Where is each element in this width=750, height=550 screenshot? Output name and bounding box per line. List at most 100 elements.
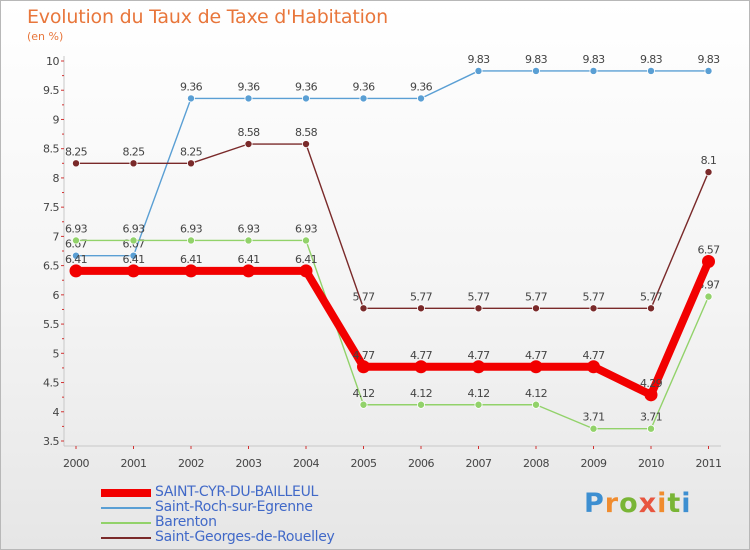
brand-letter: P [584,488,605,519]
data-label: 8.25 [122,145,145,158]
brand-letter: t [667,488,682,519]
data-label: 8.58 [237,126,260,139]
data-point [589,424,598,433]
data-label: 3.71 [640,411,662,424]
data-point [129,251,138,260]
data-point [704,168,713,177]
x-tick-label: 2000 [63,457,89,470]
data-label: 4.29 [640,377,663,390]
data-point [647,66,656,75]
legend-swatch [101,507,151,509]
data-point [72,159,81,168]
brand-logo: Proxiti [584,488,692,519]
x-tick-label: 2004 [293,457,319,470]
data-point [472,360,485,374]
legend-label: Barenton [155,514,217,530]
x-tick-label: 2010 [638,457,664,470]
data-point [184,264,198,278]
data-label: 4.77 [410,349,433,362]
y-tick-label: 8.5 [43,143,59,156]
data-label: 4.77 [582,349,605,362]
series-line [75,239,710,430]
y-tick-label: 4.5 [43,377,59,390]
brand-letter: i [657,488,668,519]
data-label: 9.83 [525,53,548,66]
data-point [474,400,483,409]
data-point [301,94,310,103]
series-saint-roch-sur-egrenne: 6.676.679.369.369.369.369.369.839.839.83… [65,53,721,260]
data-label: 9.36 [237,80,260,93]
data-point [589,304,598,313]
data-label: 6.41 [65,253,87,266]
series-line [75,143,710,309]
data-point [532,66,541,75]
data-point [647,304,656,313]
data-label: 3.71 [582,411,604,424]
data-label: 6.41 [180,253,202,266]
data-point [359,94,368,103]
data-label: 4.12 [525,387,547,400]
data-point [244,236,253,245]
data-label: 5.77 [467,290,490,303]
data-label: 9.83 [640,53,663,66]
series-barenton: 6.93 6.93 6.93 6.93 6.93 4.12 4.12 4.12 4.12 3.71… [65,222,721,433]
data-label: 5.77 [352,290,375,303]
data-point [589,66,598,75]
x-tick-label: 2006 [408,457,434,470]
series-saint-georges-de-rouelley: 8.25 8.25 8.25 8.58 8.58 5.77 5.77 5.77 5.77 5.77… [65,126,717,313]
legend-label: Saint-Georges-de-Rouelley [155,529,335,545]
data-label: 6.93 [65,222,88,235]
data-point [416,94,425,103]
legend-swatch [101,537,151,539]
brand-letter: o [619,488,639,519]
y-tick-label: 9.5 [43,84,59,97]
data-label: 8.25 [65,145,88,158]
legend-swatch [101,489,151,497]
data-point [127,264,140,278]
legend-label: Saint-Roch-sur-Egrenne [155,499,313,515]
data-label: 6.93 [295,222,318,235]
data-point [186,159,195,168]
brand-letter: x [638,488,658,519]
data-point [299,264,313,278]
data-label: 6.93 [237,222,260,235]
data-point [647,424,656,433]
data-point [301,140,310,149]
chart-title: Evolution du Taux de Taxe d'Habitation [27,6,388,28]
data-point [587,360,600,374]
data-label: 6.41 [295,253,317,266]
legend-label: SAINT-CYR-DU-BAILLEUL [155,484,319,500]
data-label: 4.12 [467,387,489,400]
data-point [72,236,81,245]
data-point [704,292,713,301]
data-point [416,304,425,313]
data-point [129,159,138,168]
data-label: 9.36 [180,80,203,93]
y-tick-label: 7 [53,230,60,243]
data-label: 8.58 [295,126,318,139]
data-label: 6.93 [122,222,145,235]
data-label: 5.77 [410,290,433,303]
x-tick-label: 2011 [696,457,722,470]
data-point [129,236,138,245]
data-point [359,400,368,409]
data-label: 6.57 [697,244,720,257]
data-point [244,140,253,149]
series-saint-cyr-du-bailleul: 6.41 6.41 6.41 6.41 6.41 4.77 4.77 4.77 4.77 4.77… [65,244,721,402]
data-label: 4.12 [410,387,432,400]
data-label: 4.12 [352,387,374,400]
x-tick-label: 2001 [121,457,147,470]
data-label: 5.77 [582,290,605,303]
data-point [416,400,425,409]
data-label: 6.41 [122,253,144,266]
y-tick-label: 10 [46,55,59,68]
data-label: 5.77 [640,290,663,303]
y-tick-label: 6.5 [43,260,59,273]
legend-swatch [101,522,151,524]
x-tick-label: 2002 [178,457,204,470]
data-label: 4.77 [467,349,490,362]
series-line [75,70,710,257]
x-tick-label: 2003 [236,457,262,470]
data-point [532,304,541,313]
